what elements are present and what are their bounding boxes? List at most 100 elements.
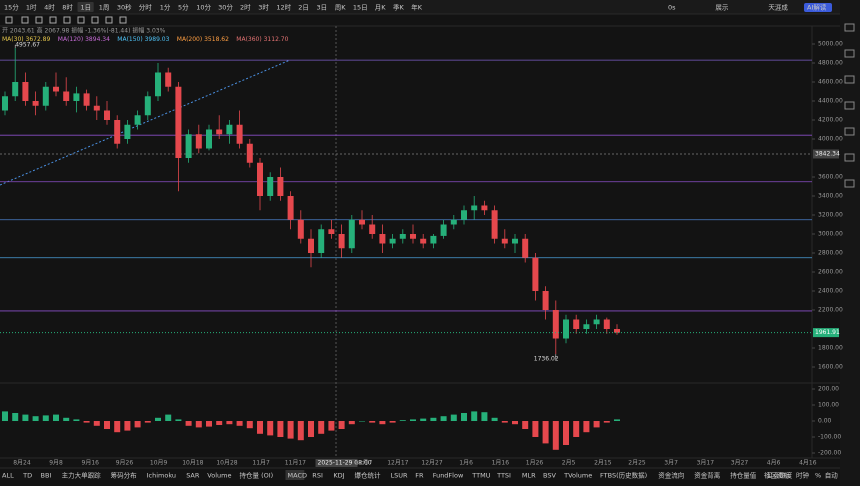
icon[interactable] — [844, 23, 855, 32]
macd-tick-label: 100.00 — [818, 402, 839, 409]
toolbar-item[interactable]: 天涯成 — [768, 3, 788, 12]
tool-icon[interactable] — [77, 16, 85, 24]
indicator-tab[interactable]: TTSI — [496, 472, 511, 480]
macd-bar — [165, 414, 172, 421]
indicator-tab[interactable]: FTBS(历史数据) — [600, 471, 647, 480]
indicator-tab[interactable]: 爆仓统计 — [355, 471, 382, 480]
tool-icon[interactable] — [5, 16, 13, 24]
price-tick-label: 2200.00 — [818, 307, 843, 314]
macd-bar — [593, 421, 600, 428]
indicator-tab[interactable]: TTMU — [471, 472, 490, 480]
candle-body — [246, 143, 253, 163]
indicator-tab[interactable]: ALL — [2, 472, 14, 480]
indicator-tab[interactable]: BSV — [543, 472, 556, 480]
candle-body — [563, 319, 569, 339]
macd-bar — [389, 421, 396, 423]
ai-button[interactable]: AI解读 — [807, 3, 827, 12]
icon[interactable] — [844, 179, 855, 188]
indicator-tab[interactable]: 买卖热度 — [766, 471, 793, 480]
indicator-tab[interactable]: LSUR — [391, 472, 409, 480]
bottom-control[interactable]: 社区图标 — [764, 471, 791, 480]
tool-icon[interactable] — [21, 16, 29, 24]
price-tick-label: 4800.00 — [818, 60, 843, 67]
timeframe-button[interactable]: 15日 — [353, 4, 368, 12]
toolbar-item[interactable]: 0s — [668, 4, 676, 12]
timeframe-button[interactable]: 2时 — [240, 3, 251, 12]
timeframe-button[interactable]: 4时 — [44, 3, 55, 12]
tool-icon[interactable] — [35, 16, 43, 24]
macd-bar — [481, 412, 488, 421]
date-label: 10月9 — [150, 460, 168, 467]
toolbar-item[interactable]: 展示 — [715, 4, 729, 12]
timeframe-button[interactable]: 1日 — [81, 4, 92, 12]
indicator-tab[interactable]: KDJ — [333, 472, 344, 480]
indicator-tab[interactable]: Volume — [207, 472, 231, 480]
timeframe-button[interactable]: 30秒 — [117, 3, 132, 12]
indicator-tab[interactable]: 筹码分布 — [111, 471, 138, 480]
indicator-tab[interactable]: FundFlow — [433, 472, 464, 480]
candle-body — [277, 177, 284, 196]
candle-body — [348, 219, 355, 249]
ai-button-bg — [804, 3, 832, 12]
timeframe-button[interactable]: 分时 — [139, 3, 153, 12]
ma-legend: MA(120) 3894.34 — [58, 36, 110, 43]
indicator-tab[interactable]: MACD — [288, 472, 307, 480]
timeframe-button[interactable]: 10分 — [196, 3, 211, 12]
tool-icon[interactable] — [91, 16, 99, 24]
candle-body — [369, 224, 376, 234]
tool-icon[interactable] — [119, 16, 127, 24]
candle-body — [512, 238, 518, 244]
timeframe-button[interactable]: 季K — [393, 3, 405, 12]
tool-icon[interactable] — [63, 16, 71, 24]
timeframe-button[interactable]: 月K — [375, 4, 387, 12]
indicator-tab[interactable]: Ichimoku — [147, 472, 176, 480]
indicator-tab[interactable]: 持仓量值 — [730, 471, 757, 480]
macd-bar — [501, 421, 508, 423]
macd-bar — [93, 421, 100, 426]
timeframe-button[interactable]: 年K — [411, 3, 423, 12]
macd-bar — [318, 421, 325, 434]
indicator-tab[interactable]: 资金背离 — [694, 471, 721, 480]
bottom-control[interactable]: % — [815, 472, 821, 480]
macd-bar — [563, 421, 569, 445]
timeframe-button[interactable]: 周K — [335, 4, 347, 12]
date-label: 2月15 — [594, 460, 612, 467]
indicator-tab[interactable]: 主力大单跟踪 — [62, 471, 102, 480]
timeframe-button[interactable]: 1时 — [26, 3, 37, 12]
bottom-control[interactable]: 自动 — [825, 471, 839, 480]
timeframe-button[interactable]: 2日 — [298, 4, 309, 12]
indicator-tab[interactable]: 持仓量 (OI) — [240, 471, 274, 480]
indicator-tab[interactable]: BBI — [41, 472, 52, 480]
indicator-tab[interactable]: 资金流向 — [658, 471, 684, 480]
candle-body — [318, 229, 325, 253]
timeframe-button[interactable]: 15分 — [4, 3, 19, 12]
timeframe-button[interactable]: 5分 — [178, 3, 189, 12]
timeframe-button[interactable]: 3时 — [258, 3, 269, 12]
current-price: 1961.91 — [815, 329, 840, 336]
indicator-tab[interactable]: TVolume — [563, 472, 592, 480]
tool-icon[interactable] — [105, 16, 113, 24]
indicator-tab[interactable]: TD — [22, 472, 32, 480]
macd-bar — [461, 413, 467, 421]
timeframe-button[interactable]: 8时 — [62, 3, 73, 12]
icon[interactable] — [844, 153, 855, 162]
timeframe-button[interactable]: 12时 — [276, 3, 291, 12]
indicator-tab[interactable]: RSI — [312, 472, 323, 480]
timeframe-button[interactable]: 1周 — [99, 4, 110, 12]
timeframe-button[interactable]: 30分 — [218, 3, 233, 12]
bottom-control[interactable]: 时钟 — [796, 471, 810, 480]
timeframe-button[interactable]: 3日 — [317, 4, 328, 12]
tool-icon[interactable] — [49, 16, 57, 24]
indicator-tab[interactable]: FR — [415, 472, 424, 480]
candle-body — [32, 101, 39, 106]
timeframe-button[interactable]: 1分 — [160, 3, 171, 12]
icon[interactable] — [844, 49, 855, 58]
candle-body — [134, 115, 141, 125]
icon[interactable] — [844, 101, 855, 110]
icon[interactable] — [844, 127, 855, 136]
indicator-tab[interactable]: SAR — [186, 472, 200, 480]
indicator-tab[interactable]: MLR — [522, 472, 536, 480]
icon[interactable] — [844, 75, 855, 84]
